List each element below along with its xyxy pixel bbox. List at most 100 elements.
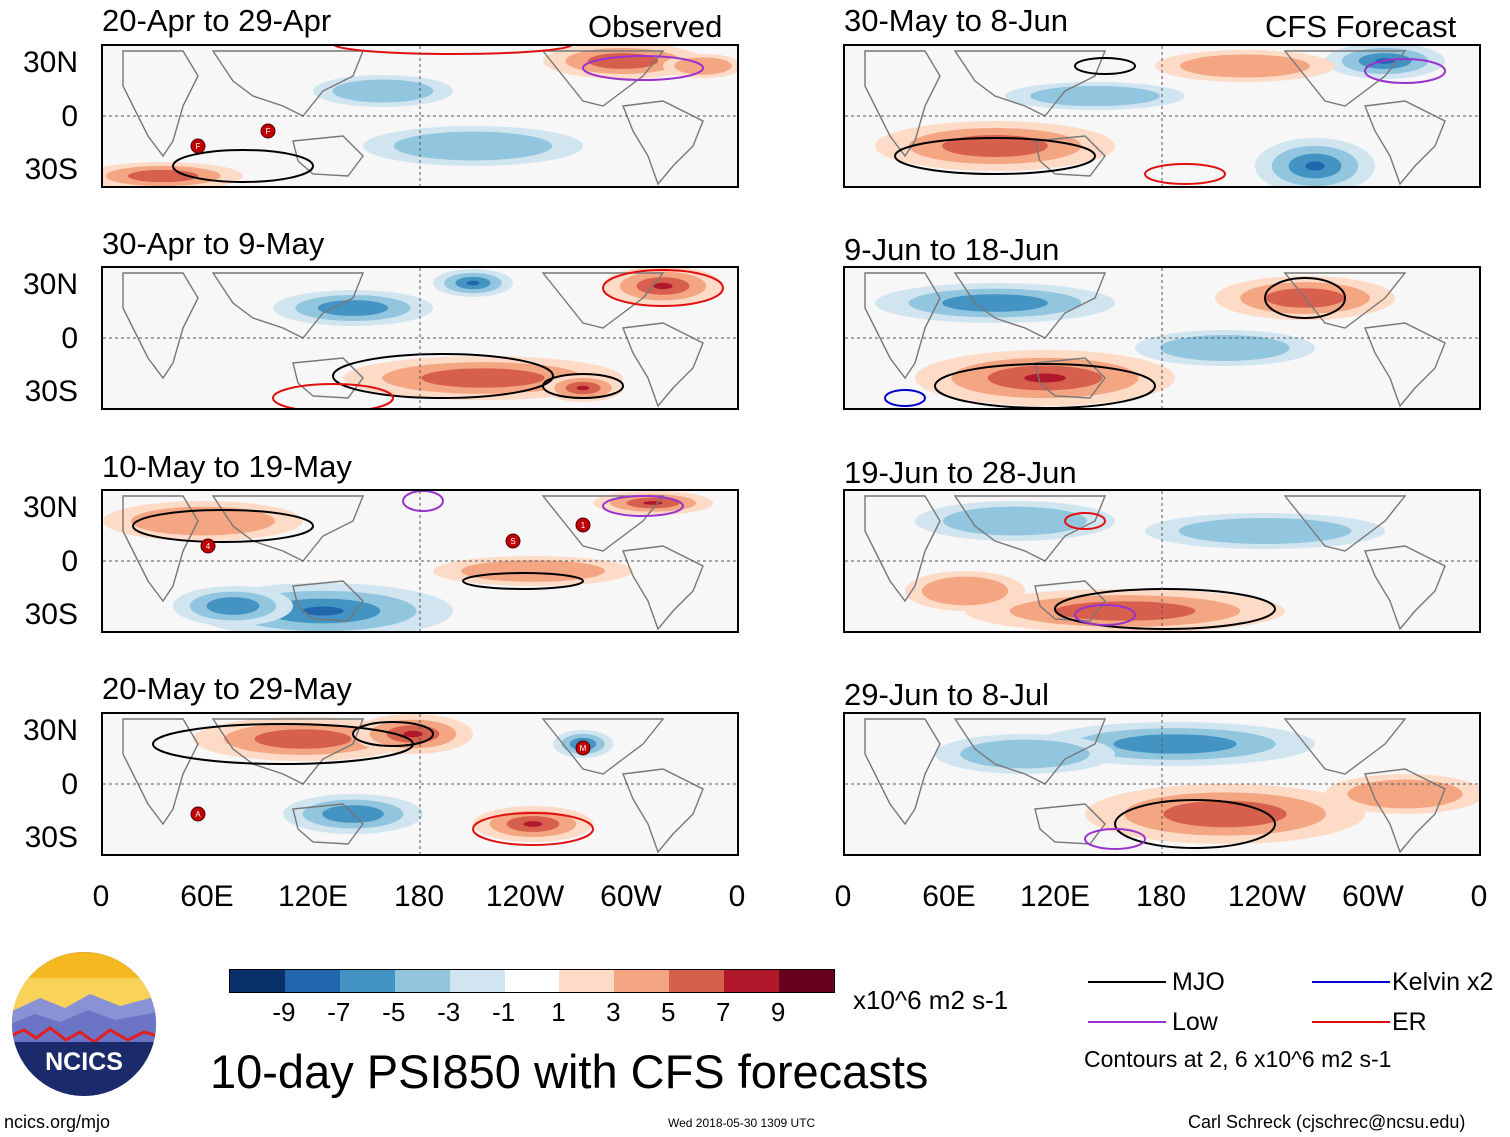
contour-line	[602, 495, 684, 517]
storm-marker-label: F	[266, 127, 271, 136]
footer-link[interactable]: ncics.org/mjo	[4, 1112, 111, 1132]
cfs-forecast-label: CFS Forecast	[1265, 9, 1457, 44]
lon-label: 180	[1135, 880, 1187, 913]
contour-line	[462, 572, 584, 590]
anomaly-shading	[1030, 85, 1160, 107]
storm-marker-label: 4	[206, 542, 211, 551]
lon-label: 0	[92, 880, 110, 913]
colorbar-swatch	[669, 970, 726, 992]
colorbar-tick-label: -7	[327, 997, 351, 1027]
legend-label-er: ER	[1392, 1008, 1427, 1036]
colorbar-swatch	[284, 970, 341, 992]
contour-line	[402, 491, 444, 512]
coastline	[864, 272, 941, 380]
colorbar-tick-label: -3	[437, 997, 461, 1027]
storm-marker-icon	[575, 517, 591, 533]
lon-label: 120E	[1019, 880, 1091, 913]
coastline	[864, 50, 941, 158]
contour-line	[1144, 163, 1226, 185]
coastline	[864, 495, 941, 603]
legend-label-low: Low	[1172, 1008, 1218, 1036]
storm-marker-icon	[505, 533, 521, 549]
anomaly-shading	[254, 729, 352, 749]
coastline	[1283, 495, 1407, 552]
contour-line	[934, 363, 1156, 408]
colorbar-tick-label: 5	[661, 997, 676, 1027]
contour-line	[1084, 828, 1146, 850]
legend-line-er	[1312, 1021, 1390, 1023]
colorbar-swatch	[449, 970, 506, 992]
panel-title-fc2: 9-Jun to 18-Jun	[844, 232, 1060, 267]
map-panel-fc2	[843, 266, 1481, 410]
coastline	[953, 50, 1107, 117]
lat-label: 0	[61, 100, 78, 133]
anomaly-shading	[942, 135, 1048, 157]
coastline	[1364, 322, 1446, 408]
contour-line	[352, 721, 434, 747]
contour-line	[894, 137, 1096, 175]
coastline	[292, 580, 364, 622]
storm-marker-label: M	[580, 744, 587, 753]
colorbar-tick-label: -5	[382, 997, 406, 1027]
coastline	[1283, 718, 1407, 775]
contour-line	[472, 812, 594, 846]
storm-marker-icon	[260, 123, 276, 139]
coastline	[953, 718, 1107, 785]
main-title: 10-day PSI850 with CFS forecasts	[210, 1045, 929, 1098]
anomaly-shading	[942, 294, 1048, 312]
lat-label: 0	[61, 545, 78, 578]
lon-label: 60W	[600, 880, 662, 913]
map-panel-fc1	[843, 44, 1481, 188]
contour-line	[1364, 58, 1446, 84]
colorbar-swatch	[230, 970, 286, 992]
footer-timestamp: Wed 2018-05-30 1309 UTC	[668, 1116, 816, 1130]
footer-author: Carl Schreck (cjschrec@ncsu.edu)	[1188, 1112, 1466, 1132]
colorbar-swatch	[339, 970, 396, 992]
lon-label: 120W	[1227, 880, 1307, 913]
coastline	[211, 50, 365, 117]
coastline	[1283, 50, 1407, 107]
anomaly-shading	[466, 280, 480, 286]
contour-line	[602, 269, 724, 307]
coastline	[292, 135, 364, 177]
legend-label-mjo: MJO	[1172, 968, 1225, 996]
contour-line	[1114, 799, 1276, 849]
coastline	[122, 50, 199, 158]
anomaly-shading	[960, 739, 1090, 769]
legend-note: Contours at 2, 6 x10^6 m2 s-1	[1084, 1046, 1392, 1072]
lon-label: 60E	[922, 880, 976, 913]
storm-marker-label: 1	[581, 521, 586, 530]
colorbar-swatch	[724, 970, 781, 992]
lat-label: 30N	[22, 714, 78, 747]
anomaly-shading	[523, 821, 543, 827]
storm-marker-icon	[200, 538, 216, 554]
lon-label: 60E	[180, 880, 234, 913]
anomaly-shading	[643, 501, 663, 505]
anomaly-shading	[1160, 335, 1290, 361]
coastline	[211, 495, 365, 562]
colorbar-tick-label: 7	[715, 997, 731, 1027]
storm-marker-icon	[190, 138, 206, 154]
colorbar-tick-label: -9	[272, 997, 296, 1027]
coastline	[1364, 545, 1446, 631]
coastline	[541, 718, 665, 775]
coastline	[122, 272, 199, 380]
anomaly-shading	[302, 606, 344, 616]
ncics-logo: NCICS	[10, 950, 158, 1098]
contour-line	[1264, 277, 1346, 319]
coastline	[1034, 580, 1106, 622]
colorbar-units: x10^6 m2 s-1	[853, 985, 1009, 1015]
coastline	[622, 545, 704, 631]
colorbar-swatch	[504, 970, 561, 992]
anomaly-shading	[576, 385, 590, 391]
colorbar-swatch	[394, 970, 451, 992]
colorbar	[229, 969, 835, 993]
map-panel-fc3	[843, 489, 1481, 633]
lon-label: 0	[1470, 880, 1488, 913]
contour-line	[272, 383, 394, 408]
legend-line-low	[1088, 1021, 1166, 1023]
contour-line	[132, 509, 314, 543]
anomaly-shading	[317, 300, 389, 316]
anomaly-shading	[921, 576, 1009, 606]
